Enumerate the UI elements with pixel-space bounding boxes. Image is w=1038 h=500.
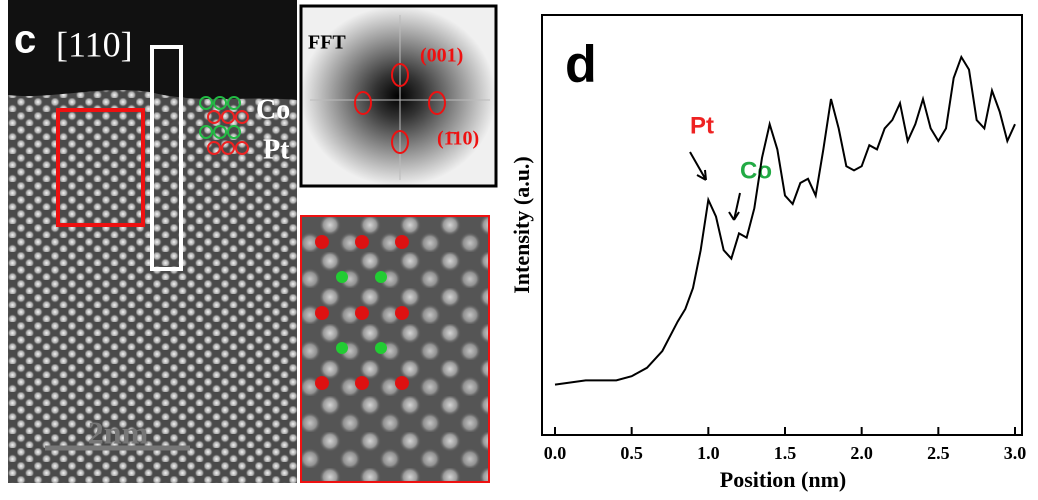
arrow: [728, 192, 741, 221]
arrow: [689, 151, 707, 181]
x-tick-label: 0.0: [544, 443, 567, 463]
fft-inset: FFT (001) (1̄10): [299, 4, 498, 188]
x-tick-label: 0.5: [620, 443, 643, 463]
zone-axis: [110]: [56, 24, 133, 64]
x-axis-label: Position (nm): [720, 467, 847, 492]
x-tick-label: 2.0: [850, 443, 873, 463]
x-tick-label: 2.5: [927, 443, 950, 463]
annotation: Pt: [690, 112, 714, 139]
x-tick-label: 1.5: [774, 443, 797, 463]
spot-label: (1̄10): [437, 128, 479, 150]
annotation: Co: [740, 157, 772, 184]
scale-bar-label: 2nm: [88, 414, 149, 450]
stem-image: c [110] Co Pt 2nm: [8, 0, 297, 483]
panel-label: d: [565, 36, 597, 94]
x-tick-label: 3.0: [1004, 443, 1027, 463]
panel-label: c: [14, 18, 36, 62]
y-axis-label: Intensity (a.u.): [509, 156, 534, 294]
line-chart: d Position (nm) Intensity (a.u.) Pt Co 0…: [509, 14, 1027, 492]
co-label: Co: [256, 94, 290, 125]
spot-label: (001): [420, 45, 463, 67]
zoom-inset: [300, 215, 490, 483]
pt-label: Pt: [263, 134, 290, 165]
line-series: [554, 54, 1016, 386]
x-tick-label: 1.0: [697, 443, 720, 463]
fft-title: FFT: [308, 32, 346, 54]
